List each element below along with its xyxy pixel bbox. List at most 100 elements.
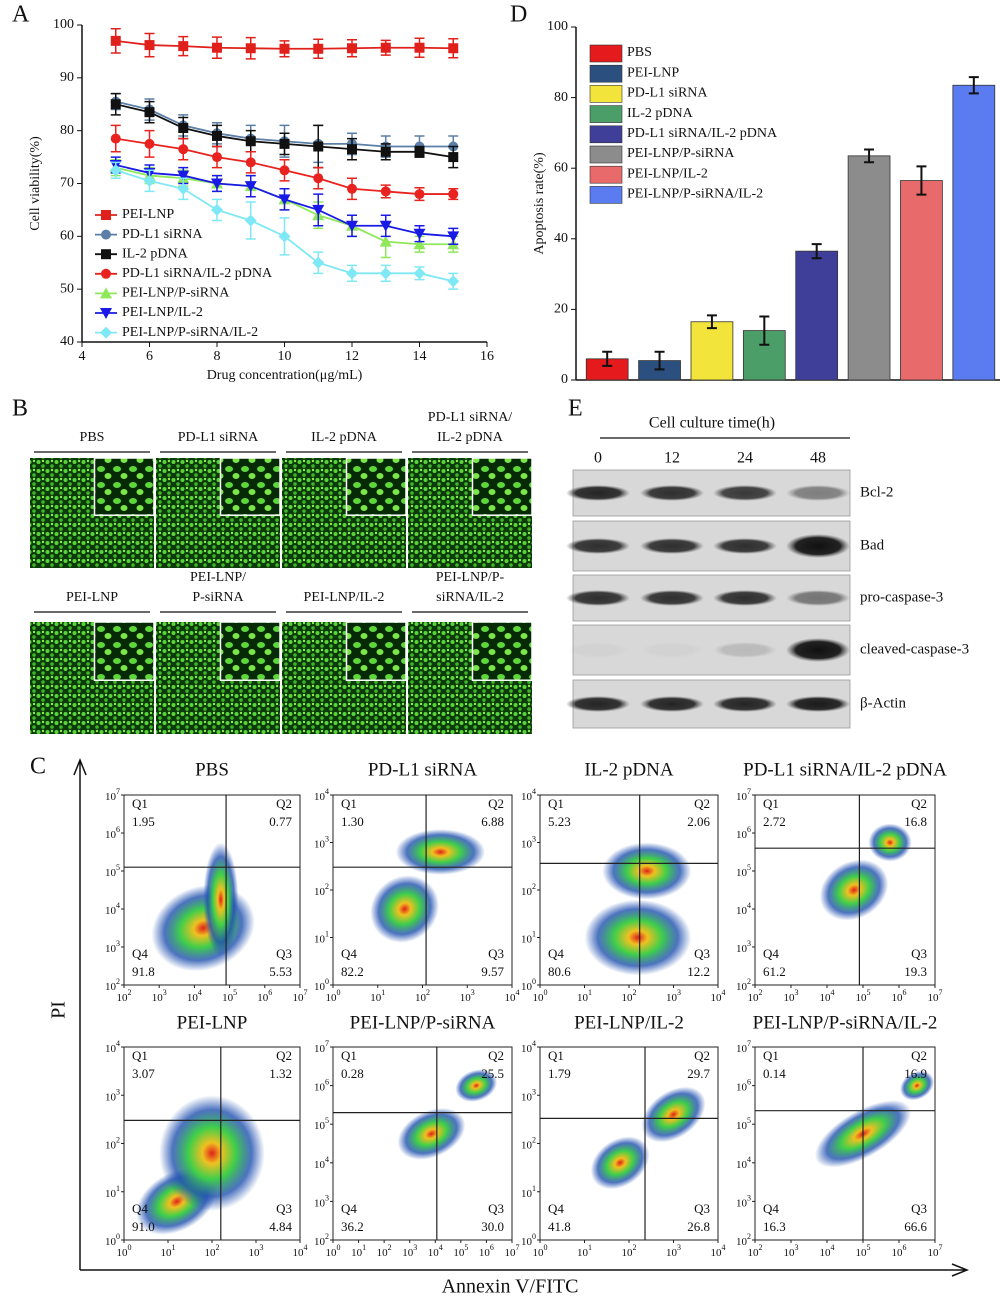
tick-base: 10 (666, 992, 678, 1004)
image-title: PEI-LNP/IL-2 (304, 590, 385, 605)
tick-label: 103 (105, 939, 120, 955)
tick-exponent: 7 (516, 1243, 520, 1252)
inset-image (345, 457, 407, 516)
tick-base: 10 (402, 1247, 414, 1259)
tick-base: 10 (314, 886, 326, 898)
panel-label: B (12, 396, 28, 422)
tick-exponent: 4 (532, 787, 536, 796)
image-title: siRNA/IL-2 (436, 590, 504, 605)
cell-population (602, 842, 692, 900)
legend-swatch (589, 85, 623, 103)
protein-label: β-Actin (860, 695, 906, 711)
tick-label: 104 (736, 901, 751, 917)
legend-label: PBS (627, 45, 652, 60)
tick-exponent: 2 (325, 882, 329, 891)
tick-base: 10 (820, 1247, 832, 1259)
tick-exponent: 4 (747, 1155, 751, 1164)
tick-label: 103 (784, 988, 799, 1004)
tick-base: 10 (736, 981, 748, 993)
tick-exponent: 2 (532, 1135, 536, 1144)
legend-label: PEI-LNP (122, 207, 174, 222)
tick-base: 10 (105, 1187, 117, 1199)
legend-marker (101, 210, 111, 220)
image-title: PBS (80, 430, 105, 445)
tick-exponent: 5 (867, 1243, 871, 1252)
tick-exponent: 3 (747, 939, 751, 948)
tick-label: 101 (351, 1243, 366, 1259)
marker (448, 189, 459, 200)
time-label: 0 (594, 450, 602, 467)
tick-label: 104 (187, 988, 202, 1004)
tick-base: 10 (326, 992, 338, 1004)
tick-label: 102 (105, 1135, 120, 1151)
quadrant-value: 6.88 (481, 814, 504, 829)
tick-exponent: 5 (116, 863, 120, 872)
tick-base: 10 (928, 992, 940, 1004)
blot-band (640, 696, 704, 712)
tick-exponent: 7 (304, 988, 308, 997)
tick-label: 100 (533, 1243, 548, 1259)
tick-exponent: 2 (116, 1135, 120, 1144)
quadrant-name: Q2 (694, 796, 710, 811)
tick-label: 104 (105, 901, 120, 917)
tick-label: 104 (428, 1243, 443, 1259)
y-tick-label: 80 (554, 90, 568, 105)
tick-exponent: 1 (325, 929, 329, 938)
quadrant-value: 66.6 (904, 1219, 927, 1234)
tick-label: 100 (117, 1243, 132, 1259)
image-title: PEI-LNP/ (190, 570, 246, 585)
blot-band (786, 696, 850, 712)
tick-exponent: 0 (128, 1243, 132, 1252)
marker (144, 107, 155, 118)
blot-band (566, 642, 630, 658)
tick-exponent: 1 (532, 929, 536, 938)
tick-exponent: 3 (260, 1243, 264, 1252)
marker (313, 43, 324, 54)
marker (447, 231, 460, 243)
marker (313, 173, 324, 184)
marker (380, 146, 391, 157)
tick-exponent: 4 (439, 1243, 443, 1252)
cell-population (868, 823, 912, 862)
error-bar (864, 148, 875, 164)
quadrant-name: Q4 (341, 1201, 357, 1216)
plot-title: PBS (195, 759, 229, 780)
tick-exponent: 1 (588, 988, 592, 997)
tick-base: 10 (820, 992, 832, 1004)
tick-exponent: 0 (337, 1243, 341, 1252)
tick-label: 106 (105, 825, 120, 841)
flow-x-label: Annexin V/FITC (442, 1276, 579, 1298)
marker (448, 152, 459, 163)
marker (177, 170, 190, 182)
flow-y-label: PI (48, 1001, 70, 1019)
tick-exponent: 2 (747, 977, 751, 986)
inset-image (345, 621, 407, 681)
legend-marker (100, 287, 112, 299)
tick-base: 10 (736, 1043, 748, 1055)
marker (144, 40, 155, 51)
quadrant-name: Q2 (276, 796, 292, 811)
tick-base: 10 (117, 1247, 129, 1259)
tick-base: 10 (187, 992, 199, 1004)
legend-swatch (589, 125, 623, 144)
tick-exponent: 7 (939, 1243, 943, 1252)
marker (144, 138, 155, 149)
tick-base: 10 (736, 867, 748, 879)
tick-base: 10 (293, 992, 305, 1004)
marker (109, 164, 122, 177)
y-tick-label: 70 (60, 176, 74, 191)
legend-label: PEI-LNP/IL-2 (122, 305, 203, 320)
marker (346, 267, 358, 280)
marker (245, 43, 256, 54)
quadrant-value: 0.14 (763, 1066, 786, 1081)
tick-exponent: 4 (747, 901, 751, 910)
legend-label: IL-2 pDNA (627, 106, 694, 121)
tick-exponent: 1 (532, 1184, 536, 1193)
tick-exponent: 1 (588, 1243, 592, 1252)
y-tick-label: 100 (53, 17, 74, 32)
bar (952, 84, 996, 381)
tick-exponent: 7 (116, 787, 120, 796)
quadrant-name: Q3 (488, 946, 504, 961)
legend-marker (100, 308, 112, 319)
cell-population (819, 859, 889, 921)
